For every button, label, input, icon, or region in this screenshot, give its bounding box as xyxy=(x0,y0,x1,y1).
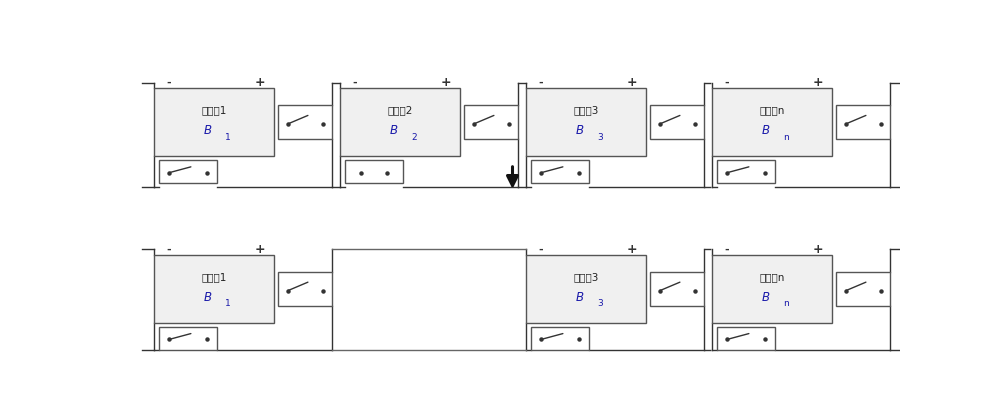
Text: -: - xyxy=(724,245,729,255)
Text: +: + xyxy=(812,76,823,89)
Text: B: B xyxy=(762,291,770,304)
Text: 2: 2 xyxy=(411,133,417,142)
Text: -: - xyxy=(538,78,543,88)
Bar xyxy=(278,105,332,139)
Text: 电池刄n: 电池刄n xyxy=(759,272,785,282)
Text: -: - xyxy=(538,245,543,255)
Bar xyxy=(836,272,890,306)
Text: B: B xyxy=(762,124,770,137)
Text: B: B xyxy=(576,124,584,137)
Bar xyxy=(340,88,460,156)
Bar xyxy=(531,327,589,350)
Text: B: B xyxy=(390,124,398,137)
Text: +: + xyxy=(626,76,637,89)
Text: +: + xyxy=(812,243,823,256)
Text: 电池刄3: 电池刄3 xyxy=(573,105,599,115)
Bar xyxy=(278,272,332,306)
Bar xyxy=(526,255,646,323)
Text: 电池刄1: 电池刄1 xyxy=(201,105,227,115)
Text: +: + xyxy=(254,76,265,89)
Text: 电池刄1: 电池刄1 xyxy=(201,272,227,282)
Text: -: - xyxy=(724,78,729,88)
Bar xyxy=(154,88,274,156)
Bar xyxy=(526,88,646,156)
Bar xyxy=(717,160,775,183)
Text: 电池刄3: 电池刄3 xyxy=(573,272,599,282)
Text: B: B xyxy=(204,124,212,137)
Text: 3: 3 xyxy=(597,133,603,142)
Text: -: - xyxy=(166,78,171,88)
Bar xyxy=(717,327,775,350)
Bar xyxy=(650,105,704,139)
Bar xyxy=(712,88,832,156)
Bar xyxy=(650,272,704,306)
Text: +: + xyxy=(254,243,265,256)
Text: 1: 1 xyxy=(225,300,231,308)
Bar xyxy=(836,105,890,139)
Bar xyxy=(531,160,589,183)
Text: B: B xyxy=(576,291,584,304)
Text: -: - xyxy=(352,78,357,88)
Bar xyxy=(464,105,518,139)
Text: n: n xyxy=(783,300,789,308)
Text: 1: 1 xyxy=(225,133,231,142)
Bar xyxy=(159,327,217,350)
Text: +: + xyxy=(626,243,637,256)
Bar xyxy=(345,160,403,183)
Bar xyxy=(154,255,274,323)
Text: 电池刄n: 电池刄n xyxy=(759,105,785,115)
Bar xyxy=(712,255,832,323)
Text: 3: 3 xyxy=(597,300,603,308)
Bar xyxy=(159,160,217,183)
Text: +: + xyxy=(440,76,451,89)
Text: B: B xyxy=(204,291,212,304)
Text: -: - xyxy=(166,245,171,255)
Text: n: n xyxy=(783,133,789,142)
Text: 电池刄2: 电池刄2 xyxy=(387,105,413,115)
